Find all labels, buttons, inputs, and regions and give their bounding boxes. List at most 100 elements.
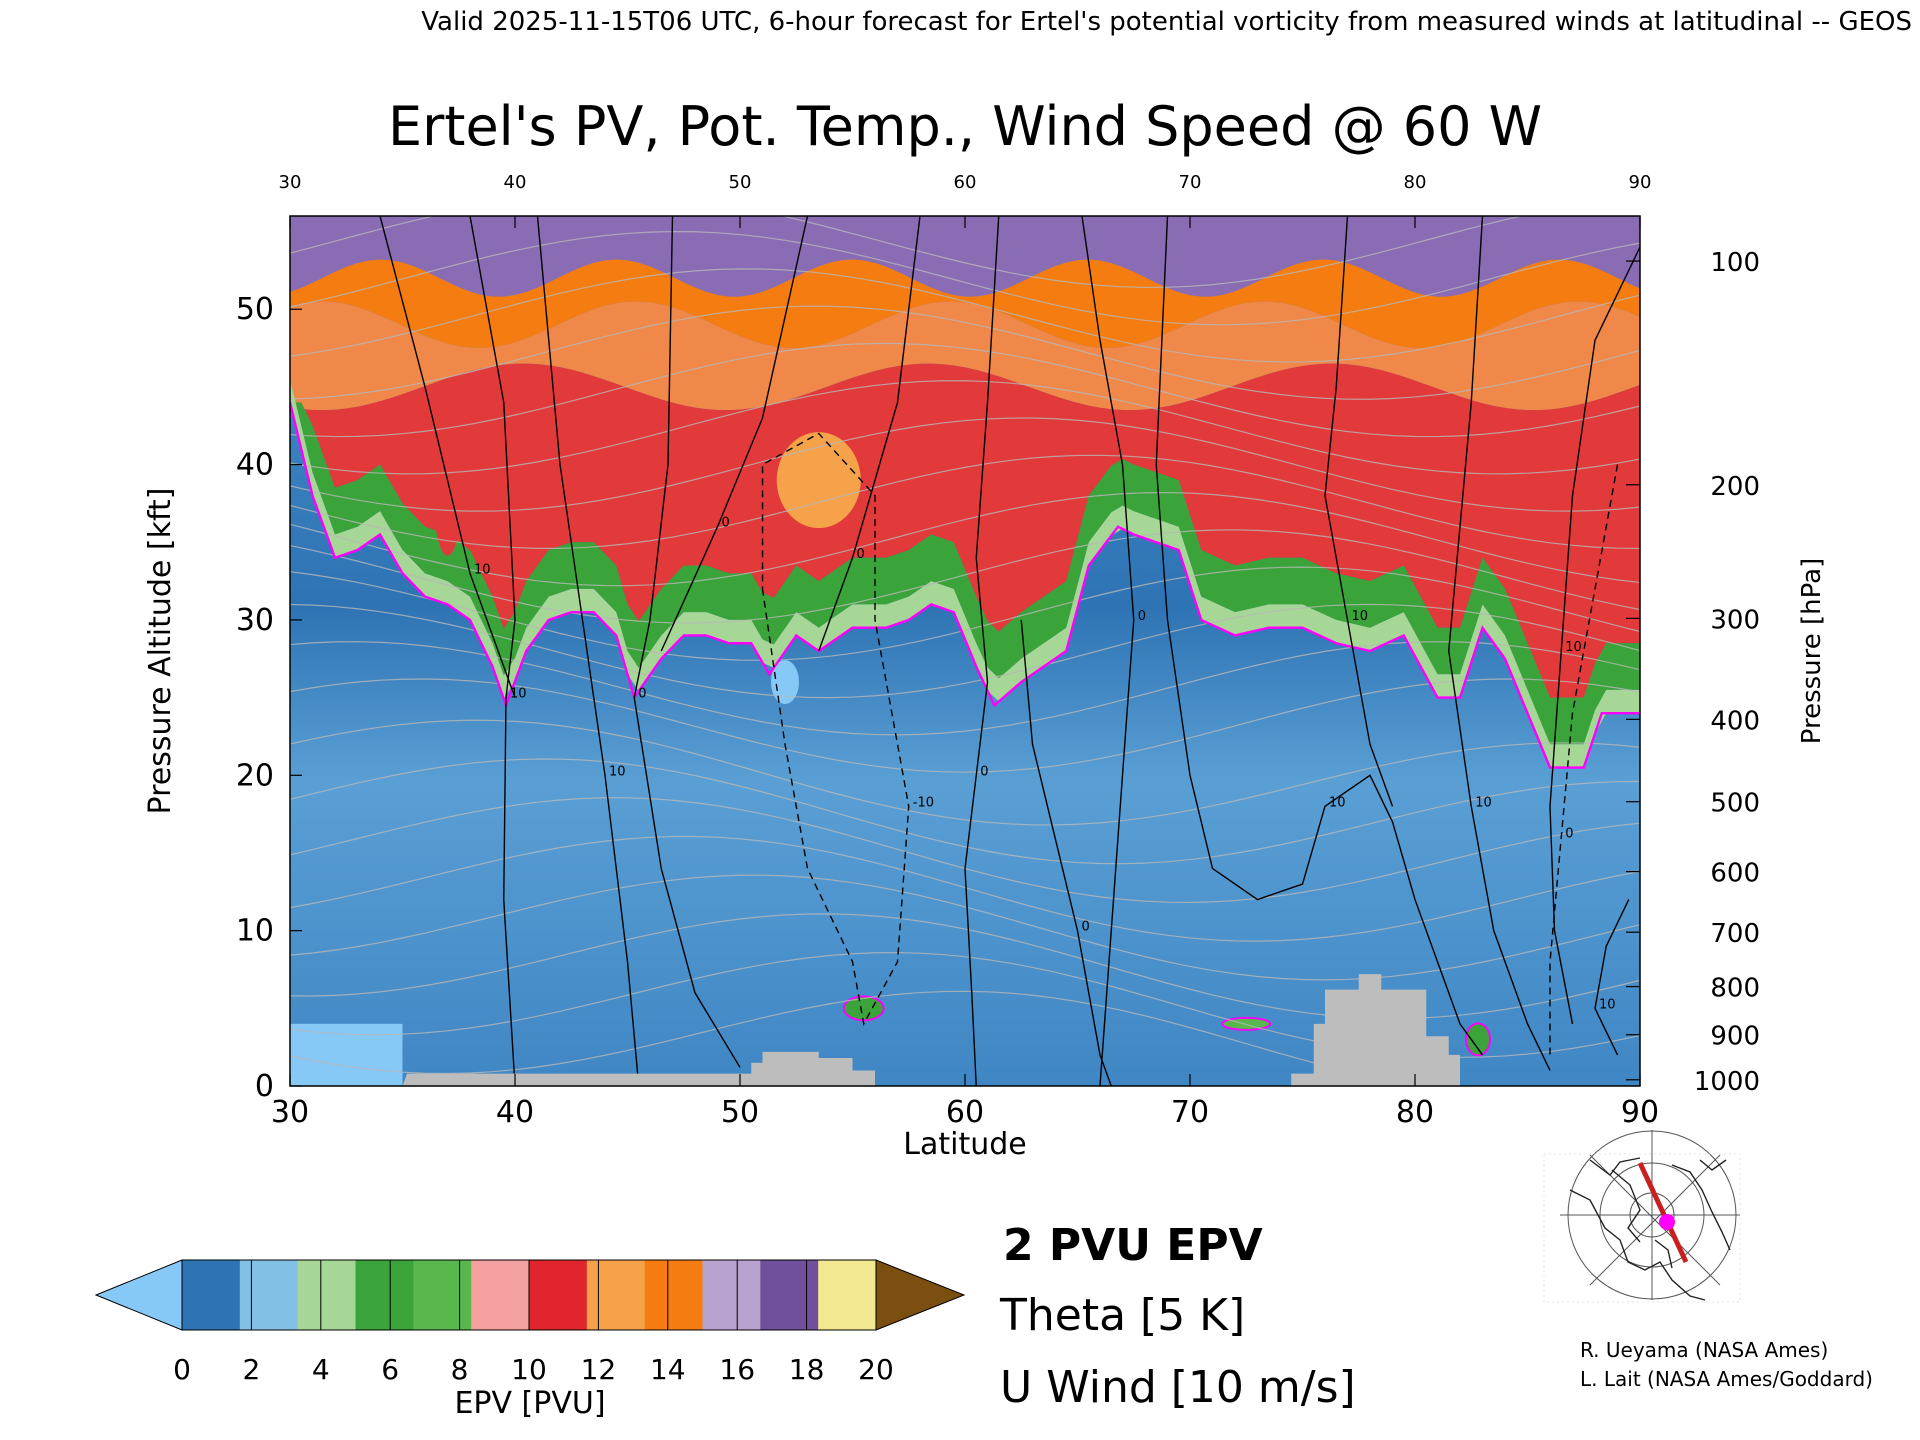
x-tick-label: 40: [496, 1095, 534, 1130]
u-wind-contour-label: 0: [857, 547, 865, 562]
colorbar-tick-label: 16: [719, 1353, 755, 1386]
u-wind-contour: [379, 216, 516, 698]
epv-band-5: [290, 379, 1640, 745]
y-tick-label: 10: [236, 914, 274, 949]
theta-contour: [290, 678, 1640, 773]
colorbar-swatch: [297, 1260, 356, 1330]
theta-contour: [290, 216, 1524, 289]
u-wind-contour-label: 10: [510, 687, 527, 702]
u-wind-contour-label: 10: [609, 764, 626, 779]
pressure-tick-label: 300: [1710, 605, 1760, 635]
theta-contour: [290, 603, 1640, 699]
colorbar-swatch: [586, 1260, 646, 1330]
colorbar: 0 2 4 6 8 10 12 14 16 18 20 EPV [PVU]: [94, 1259, 966, 1421]
epv-band-12: [290, 259, 1640, 349]
plot-area: 10 10 10 0 0 0 -10 0 0 0 10 10 10 10 0 10: [289, 215, 1641, 1087]
theta-contour: [290, 758, 1640, 865]
legend-u-wind: U Wind [10 m/s]: [1000, 1362, 1356, 1413]
x-tick-label: 30: [271, 1095, 309, 1130]
x-tick-label: 80: [1396, 1095, 1434, 1130]
u-wind-contour-label: 10: [1352, 609, 1369, 624]
legend-theta: Theta [5 K]: [999, 1290, 1245, 1341]
colorbar-tick-label: 12: [581, 1353, 617, 1386]
pressure-tick-label: 400: [1710, 706, 1760, 736]
theta-contour: [290, 342, 1640, 438]
colorbar-tick-label: 2: [242, 1353, 260, 1386]
x-tick-label: 60: [946, 1095, 984, 1130]
pressure-tick-label: 600: [1710, 859, 1760, 889]
x-tick-label-top: 50: [729, 172, 752, 193]
epv-band-11: [290, 301, 1640, 411]
u-wind-contour: [964, 216, 1000, 1086]
y-tick-label: 20: [236, 758, 274, 793]
y-tick-label: 40: [236, 448, 274, 483]
colorbar-swatch: [760, 1260, 819, 1330]
colorbar-swatch: [355, 1260, 414, 1330]
x-tick-label: 90: [1621, 1095, 1659, 1130]
pressure-tick-label: 900: [1710, 1022, 1760, 1052]
locator-map: [1543, 1130, 1741, 1303]
epv-feature-orange: [776, 432, 861, 529]
colorbar-tick-label: 10: [511, 1353, 547, 1386]
credit-line-2: L. Lait (NASA Ames/Goddard): [1580, 1367, 1873, 1391]
u-wind-contour-label: 10: [1475, 795, 1492, 810]
epv-feature-lightblue: [771, 660, 799, 705]
theta-contour: [290, 230, 1640, 326]
y-tick-label: 30: [236, 603, 274, 638]
u-wind-contour-label: 10: [1599, 997, 1616, 1012]
u-wind-contour: [1448, 216, 1551, 1071]
colorbar-tick-label: 14: [650, 1353, 686, 1386]
x-axis-label: Latitude: [903, 1127, 1026, 1162]
u-wind-contour: [761, 432, 910, 1026]
x-tick-label-top: 70: [1179, 172, 1202, 193]
epv-band-16: [290, 216, 1640, 297]
theta-contour: [290, 529, 1640, 624]
u-wind-contour-label: 10: [474, 562, 491, 577]
u-wind-contour-label: -10: [913, 795, 934, 810]
u-wind-contour-label: 0: [1565, 826, 1573, 841]
x-tick-label-top: 60: [954, 172, 977, 193]
u-wind-contour: [660, 216, 809, 652]
colorbar-tick-label: 6: [381, 1353, 399, 1386]
u-wind-contour: [1549, 246, 1640, 1024]
pressure-tick-label: 1000: [1694, 1067, 1760, 1097]
x-tick-label-top: 40: [504, 172, 527, 193]
u-wind-contour: [1155, 216, 1484, 1056]
theta-contour: [290, 417, 1640, 512]
y-axis-label-right: Pressure [hPa]: [1797, 558, 1827, 745]
u-wind-contour: [1081, 216, 1135, 1086]
y-axis-label-left: Pressure Altitude [kft]: [143, 488, 178, 815]
map-coastlines: [1569, 1157, 1731, 1301]
colorbar-swatch: [702, 1260, 761, 1330]
colorbar-label: EPV [PVU]: [454, 1386, 605, 1421]
u-wind-contour: [536, 216, 640, 1086]
theta-contour: [290, 491, 1640, 587]
pressure-tick-label: 800: [1710, 974, 1760, 1004]
x-tick-label-top: 80: [1404, 172, 1427, 193]
x-tick-label: 70: [1171, 1095, 1209, 1130]
theta-contour: [290, 835, 1640, 942]
u-wind-contour-label: 0: [722, 516, 730, 531]
colorbar-swatch: [471, 1260, 530, 1330]
y-tick-label: 50: [236, 292, 274, 327]
u-wind-contour-label: 10: [1565, 640, 1582, 655]
pressure-tick-label: 200: [1710, 472, 1760, 502]
colorbar-swatch: [182, 1260, 241, 1330]
u-wind-contour-label: 10: [1329, 795, 1346, 810]
y-tick-label: 0: [255, 1069, 274, 1104]
colorbar-swatch: [818, 1260, 877, 1330]
theta-contour: [290, 305, 1640, 400]
pressure-tick-label: 500: [1710, 789, 1760, 819]
legend: 2 PVU EPV Theta [5 K] U Wind [10 m/s]: [999, 1220, 1356, 1413]
credit-line-1: R. Ueyama (NASA Ames): [1580, 1338, 1828, 1362]
u-wind-contour: [633, 216, 741, 1068]
u-wind-contour-label: 0: [1138, 609, 1146, 624]
theta-contour: [290, 380, 1640, 475]
colorbar-tick-label: 8: [451, 1353, 469, 1386]
legend-epv-contour: 2 PVU EPV: [1003, 1220, 1263, 1271]
u-wind-contour: [1324, 216, 1394, 807]
epv-2pvu-contour: [290, 402, 1640, 769]
terrain: [290, 974, 1640, 1086]
theta-contour: [290, 719, 1640, 826]
cross-section-point: [1659, 1214, 1675, 1230]
